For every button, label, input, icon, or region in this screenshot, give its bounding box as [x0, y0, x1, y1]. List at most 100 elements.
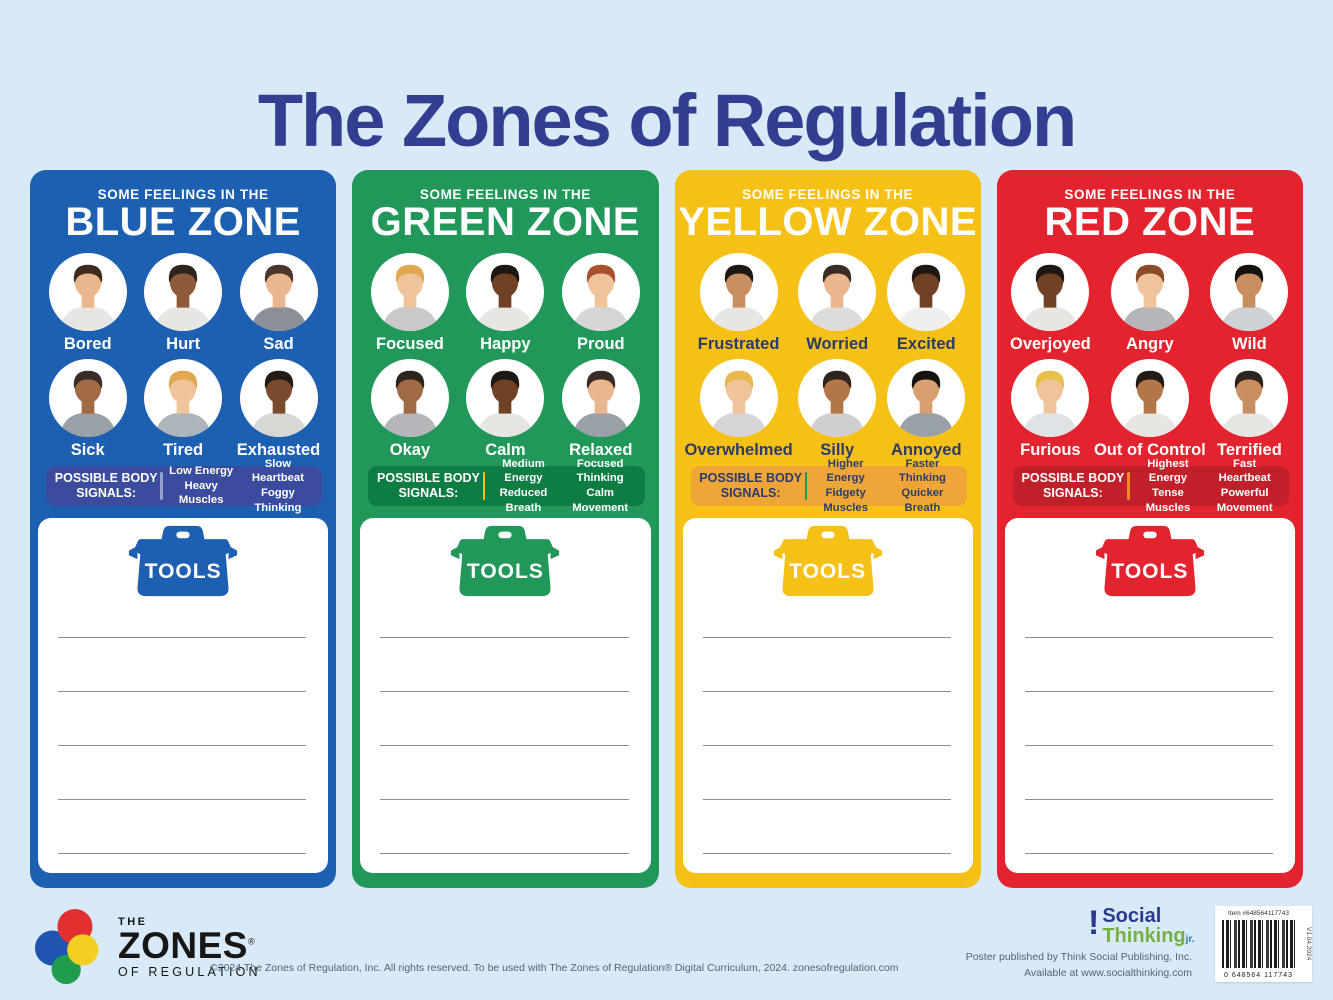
signal-item: Foggy Thinking: [254, 487, 302, 514]
person-avatar: [370, 253, 449, 331]
signal-item: Heavy Muscles: [178, 479, 224, 507]
logo-zones: ZONES®: [118, 927, 261, 964]
signal-item: Faster Thinking: [898, 457, 946, 485]
writing-line: [380, 745, 629, 746]
person-avatar: [798, 253, 877, 331]
person-avatar: [1011, 253, 1090, 331]
writing-line: [58, 853, 307, 854]
person-avatar: [1110, 359, 1189, 437]
social-word: Social: [1102, 905, 1162, 927]
person-avatar: [1210, 253, 1289, 331]
zone-card-red: SOME FEELINGS IN THE RED ZONE Overjoyed …: [996, 170, 1303, 888]
signals-divider: [482, 472, 486, 500]
tools-box: TOOLS: [38, 518, 329, 873]
feeling-item: Exhausted: [231, 359, 326, 465]
signals-divider: [804, 472, 808, 500]
feeling-label: Tired: [163, 441, 204, 459]
feeling-label: Hurt: [166, 335, 201, 353]
signals-column-2: Fast Heartbeat Powerful Movement: [1206, 457, 1283, 516]
writing-line: [702, 745, 951, 746]
person-avatar: [561, 359, 640, 437]
logo-of-regulation: OF REGULATION: [118, 965, 261, 980]
toolbox-icon: TOOLS: [447, 524, 563, 598]
signals-divider: [160, 472, 163, 500]
logo-the: THE: [118, 916, 148, 928]
signals-divider: [1127, 472, 1130, 500]
feeling-label: Furious: [1020, 441, 1081, 459]
signal-item: Low Energy: [169, 465, 234, 477]
publisher-line1: Poster published by Think Social Publish…: [965, 951, 1192, 963]
writing-line: [380, 799, 629, 800]
feelings-grid: Frustrated Worried Excited: [685, 253, 971, 465]
zone-eyebrow: SOME FEELINGS IN THE: [742, 187, 914, 202]
tools-box: TOOLS: [360, 518, 651, 873]
writing-line: [58, 691, 307, 692]
writing-line: [1024, 637, 1273, 638]
person-avatar: [798, 359, 877, 437]
feeling-item: Furious: [1007, 359, 1094, 465]
zone-card-green: SOME FEELINGS IN THE GREEN ZONE Focused …: [352, 170, 659, 888]
zone-card-blue: SOME FEELINGS IN THE BLUE ZONE Bored Hur…: [30, 170, 337, 888]
feeling-item: Annoyed: [882, 359, 971, 465]
person-avatar: [1110, 253, 1189, 331]
feeling-label: Focused: [376, 335, 444, 353]
signal-item: Tense Muscles: [1145, 487, 1191, 514]
tools-box: TOOLS: [1004, 518, 1295, 873]
feeling-item: Happy: [458, 253, 553, 359]
feeling-label: Frustrated: [697, 335, 780, 353]
writing-line: [58, 745, 307, 746]
writing-line: [1024, 691, 1273, 692]
signal-item: Quicker Breath: [901, 487, 944, 514]
jr-mark: jr.: [1185, 934, 1195, 945]
barcode-bars: [1222, 920, 1297, 968]
feelings-grid: Focused Happy Proud: [362, 253, 648, 465]
feeling-item: Out of Control: [1094, 359, 1206, 465]
feeling-item: Frustrated: [685, 253, 793, 359]
feeling-item: Tired: [135, 359, 230, 465]
feeling-label: Angry: [1126, 335, 1174, 353]
signals-column-1: Low Energy Heavy Muscles: [163, 464, 240, 508]
person-avatar: [887, 359, 966, 437]
toolbox-icon: TOOLS: [1092, 524, 1208, 598]
signals-column-2: Slow Heartbeat Foggy Thinking: [240, 457, 317, 516]
exclamation-icon: !: [1088, 904, 1100, 942]
tools-label: TOOLS: [144, 560, 222, 583]
zones-pinwheel-logo-icon: [34, 906, 112, 995]
feeling-item: Terrified: [1206, 359, 1293, 465]
person-avatar: [466, 359, 545, 437]
zones-logo-text: THE ZONES® OF REGULATION: [118, 916, 261, 979]
feeling-item: Excited: [882, 253, 971, 359]
zone-title: RED ZONE: [1044, 200, 1256, 244]
feeling-label: Out of Control: [1093, 441, 1206, 459]
signal-item: Reduced Breath: [499, 487, 548, 514]
copyright-text: ©2024 The Zones of Regulation, Inc. All …: [210, 962, 899, 974]
feeling-item: Silly: [793, 359, 882, 465]
feeling-label: Silly: [820, 441, 855, 459]
feeling-label: Excited: [896, 335, 956, 353]
feeling-label: Okay: [389, 441, 431, 459]
signal-item: Fidgety Muscles: [823, 487, 868, 514]
feelings-grid: Bored Hurt Sad: [40, 253, 326, 465]
feeling-label: Relaxed: [569, 441, 633, 459]
zones-row: SOME FEELINGS IN THE BLUE ZONE Bored Hur…: [30, 170, 1303, 888]
feelings-grid: Overjoyed Angry Wild: [1007, 253, 1293, 465]
social-thinking-words: Social Thinkingjr.: [1102, 906, 1194, 946]
feeling-label: Happy: [480, 335, 531, 353]
feeling-label: Overwhelmed: [684, 441, 793, 459]
body-signals-box: POSSIBLE BODY SIGNALS: Low Energy Heavy …: [46, 458, 323, 514]
thinking-text: Thinking: [1102, 925, 1186, 947]
feeling-item: Focused: [362, 253, 457, 359]
zone-title: YELLOW ZONE: [678, 200, 978, 244]
body-signals-box: POSSIBLE BODY SIGNALS: Higher Energy Fid…: [690, 458, 967, 514]
writing-line: [702, 637, 951, 638]
signal-item: Highest Energy: [1147, 457, 1189, 485]
person-avatar: [1210, 359, 1289, 437]
feeling-label: Worried: [806, 335, 869, 353]
feeling-label: Terrified: [1216, 441, 1282, 459]
signals-column-1: Highest Energy Tense Muscles: [1130, 457, 1207, 516]
person-avatar: [699, 253, 778, 331]
person-avatar: [561, 253, 640, 331]
person-avatar: [239, 253, 318, 331]
signal-item: Medium Energy: [502, 457, 545, 485]
